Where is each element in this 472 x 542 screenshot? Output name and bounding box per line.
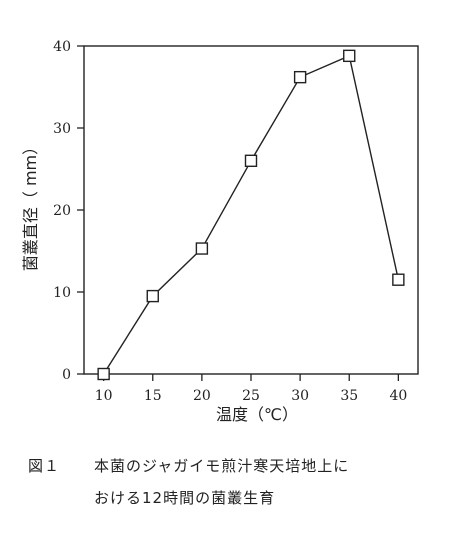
- y-axis-ticks: 0 10 20 30 40: [53, 39, 84, 383]
- y-tick-label: 0: [62, 367, 71, 383]
- x-tick-label: 40: [389, 388, 407, 404]
- data-point: [244, 154, 258, 168]
- x-axis-ticks: 10 15 20 25 30 35 40: [95, 374, 407, 404]
- figure-caption: 図１ 本菌のジャガイモ煎汁寒天培地上に おける12時間の菌叢生育: [28, 450, 458, 514]
- data-point: [97, 367, 110, 381]
- caption-line-1: 本菌のジャガイモ煎汁寒天培地上に: [94, 457, 350, 475]
- data-point: [146, 289, 159, 303]
- x-tick-label: 15: [144, 388, 162, 404]
- y-axis-label: 菌叢直径（ mm）: [21, 139, 40, 271]
- figure-number: 図１: [28, 457, 61, 475]
- data-point: [195, 242, 209, 255]
- series-markers: [97, 49, 405, 381]
- y-tick-label: 10: [53, 285, 71, 301]
- series-line: [103, 54, 400, 375]
- y-tick-label: 30: [53, 121, 71, 137]
- data-point: [343, 49, 356, 63]
- chart-svg: 0 10 20 30 40 10 15 20 25 30 35 40 温度（℃） 菌叢直径（ mm）: [21, 39, 419, 424]
- x-tick-label: 35: [340, 388, 358, 404]
- x-tick-label: 30: [291, 388, 309, 404]
- x-tick-label: 10: [95, 388, 113, 404]
- data-point: [392, 273, 405, 286]
- x-tick-label: 25: [242, 388, 260, 404]
- y-tick-label: 40: [53, 39, 71, 55]
- chart: 0 10 20 30 40 10 15 20 25 30 35 40 温度（℃） 菌叢直径（ mm）: [21, 39, 419, 424]
- y-tick-label: 20: [53, 203, 71, 219]
- caption-line-2: おける12時間の菌叢生育: [94, 489, 276, 507]
- x-tick-label: 20: [193, 388, 211, 404]
- x-axis-label: 温度（℃）: [216, 405, 298, 424]
- data-point: [293, 70, 307, 84]
